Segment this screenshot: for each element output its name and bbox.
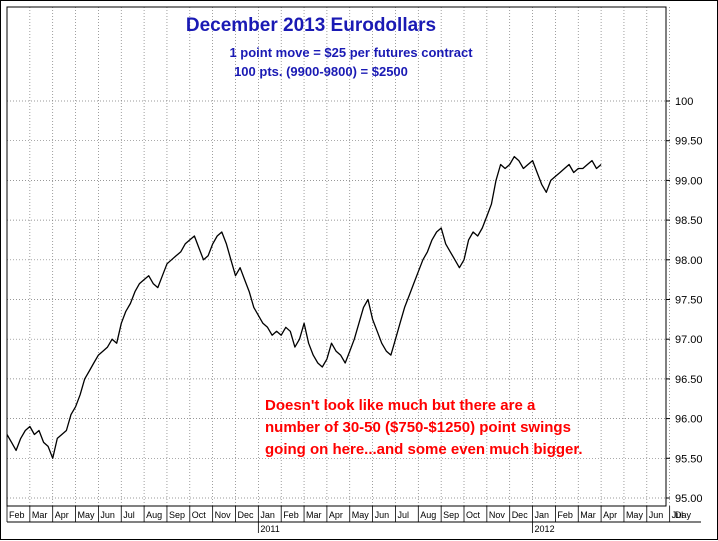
- x-tick-label: Jun: [375, 510, 390, 520]
- x-tick-label: Apr: [329, 510, 343, 520]
- chart-title: December 2013 Eurodollars: [185, 15, 437, 36]
- x-tick-label: Mar: [32, 510, 48, 520]
- x-tick-label: Jun: [649, 510, 664, 520]
- x-tick-label: Feb: [557, 510, 573, 520]
- annotation-line-1: Doesn't look like much but there are a: [265, 397, 536, 414]
- y-tick-label: 99.00: [675, 175, 703, 187]
- y-tick-label: 95.50: [675, 453, 703, 465]
- y-tick-label: 95.00: [675, 493, 703, 505]
- y-tick-label: 96.50: [675, 374, 703, 386]
- annotation-line-2: number of 30-50 ($750-$1250) point swing…: [265, 419, 571, 436]
- x-tick-label: May: [352, 510, 370, 520]
- x-tick-label: Dec: [238, 510, 255, 520]
- x-axis-unit-label: Day: [675, 510, 692, 520]
- x-tick-label: Sep: [169, 510, 185, 520]
- x-tick-label: Oct: [466, 510, 481, 520]
- y-tick-label: 99.50: [675, 136, 703, 148]
- x-tick-label: Jan: [535, 510, 550, 520]
- x-tick-label: Oct: [192, 510, 207, 520]
- x-tick-label: Apr: [55, 510, 69, 520]
- x-tick-label: Mar: [580, 510, 596, 520]
- x-tick-label: Jun: [100, 510, 115, 520]
- x-tick-label: Feb: [9, 510, 25, 520]
- x-tick-label: Sep: [443, 510, 459, 520]
- y-tick-label: 96.00: [675, 414, 703, 426]
- x-tick-label: Jan: [260, 510, 275, 520]
- y-tick-label: 97.50: [675, 295, 703, 307]
- x-tick-label: Jul: [397, 510, 409, 520]
- price-series-line: [6, 155, 602, 459]
- y-tick-label: 98.00: [675, 255, 703, 267]
- chart-subtitle-2: 100 pts. (9900-9800) = $2500: [234, 64, 408, 79]
- series-layer: [6, 155, 602, 459]
- grid-layer: [6, 7, 671, 506]
- y-tick-label: 100: [675, 96, 693, 108]
- chart-subtitle-1: 1 point move = $25 per futures contract: [229, 45, 473, 60]
- x-tick-label: Dec: [512, 510, 529, 520]
- annotation-line-3: going on here...and some even much bigge…: [265, 441, 583, 458]
- x-tick-label: Jul: [672, 510, 684, 520]
- annotation: Doesn't look like much but there are a n…: [265, 395, 583, 461]
- x-tick-label: May: [626, 510, 644, 520]
- x-tick-label: Aug: [420, 510, 436, 520]
- x-tick-label: Jul: [123, 510, 135, 520]
- x-tick-label: Nov: [489, 510, 506, 520]
- y-tick-label: 98.50: [675, 215, 703, 227]
- x-tick-label: Nov: [215, 510, 232, 520]
- year-label: 2012: [535, 524, 555, 534]
- x-tick-label: Aug: [146, 510, 162, 520]
- axis-layer: [6, 6, 701, 533]
- y-tick-label: 97.00: [675, 334, 703, 346]
- x-tick-label: Feb: [283, 510, 299, 520]
- year-label: 2011: [260, 524, 279, 534]
- label-layer: 95.00 95.50 96.00 96.50 97.00 97.50 98.00 98.50…: [9, 96, 703, 534]
- plot-border: [6, 6, 667, 507]
- x-tick-label: Apr: [603, 510, 617, 520]
- x-tick-label: May: [78, 510, 96, 520]
- x-tick-label: Mar: [306, 510, 322, 520]
